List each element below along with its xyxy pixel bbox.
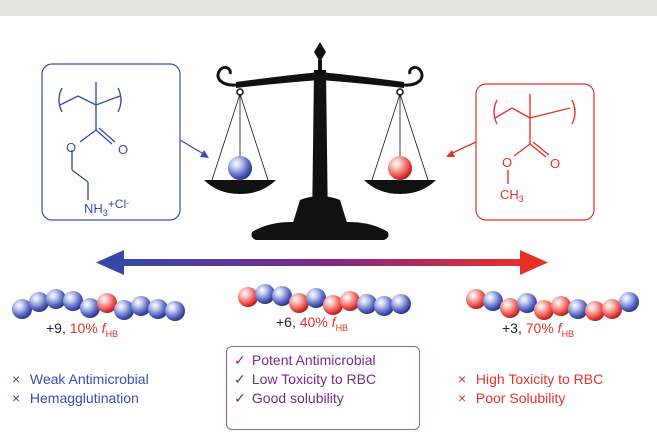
blue-bead [80,298,100,318]
right-ester-o: O [502,155,512,170]
left-pointer-arrow [179,139,209,158]
property-item: × High Toxicity to RBC [458,371,604,387]
red-bead [585,301,605,321]
property-item: ✓ Potent Antimicrobial [234,352,376,368]
composition-label-right: +3, 70% fHB [502,320,575,339]
red-bead [97,293,117,313]
property-item: × Weak Antimicrobial [12,371,149,387]
left-monomer-structure: O O NH3+Cl- [41,63,181,221]
spectrum-arrow [96,250,548,275]
blue-bead [374,296,394,316]
red-bead [289,293,309,313]
property-item: × Hemagglutination [12,390,139,406]
blue-bead [12,299,32,319]
property-list-right: × High Toxicity to RBC × Poor Solubility [458,370,603,408]
right-pan-ball [388,156,412,180]
blue-bead [29,292,49,312]
property-item: ✓ Good solubility [234,390,344,406]
red-bead [551,296,571,316]
blue-bead [517,293,537,313]
red-bead [323,295,343,315]
composition-label-middle: +6, 40% fHB [276,314,349,333]
blue-bead [357,294,377,314]
property-list-middle: ✓ Potent Antimicrobial ✓ Low Toxicity to… [234,351,419,408]
blue-bead [165,301,185,321]
property-item: ✓ Low Toxicity to RBC [234,371,377,387]
balance-scale [204,42,436,240]
red-bead [340,291,360,311]
right-methyl-label: CH3 [500,187,524,204]
left-pan-ball [228,156,252,180]
blue-bead [63,291,83,311]
left-carbonyl-o: O [118,142,128,157]
blue-bead [255,284,275,304]
blue-bead [391,294,411,314]
red-bead [238,287,258,307]
blue-bead [46,289,66,309]
red-bead [466,289,486,309]
property-list-left: × Weak Antimicrobial × Hemagglutination [12,370,149,408]
red-bead [602,299,622,319]
right-pointer-arrow [446,141,477,157]
blue-bead [114,300,134,320]
blue-bead [272,286,292,306]
blue-bead [131,296,151,316]
right-monomer-structure: O O CH3 [475,83,595,221]
property-item: × Poor Solubility [458,390,566,406]
blue-bead [568,299,588,319]
left-amine-label: NH3+Cl- [84,197,129,218]
red-bead [534,300,554,320]
blue-bead [619,292,639,312]
top-bar [0,0,657,16]
composition-label-left: +9, 10% fHB [46,320,119,339]
blue-bead [483,291,503,311]
left-ester-o: O [66,140,76,155]
copolymer-chains [12,284,639,321]
blue-bead [306,288,326,308]
right-carbonyl-o: O [550,156,560,171]
red-bead [500,298,520,318]
blue-bead [148,299,168,319]
property-box-middle: ✓ Potent Antimicrobial ✓ Low Toxicity to… [226,346,420,430]
